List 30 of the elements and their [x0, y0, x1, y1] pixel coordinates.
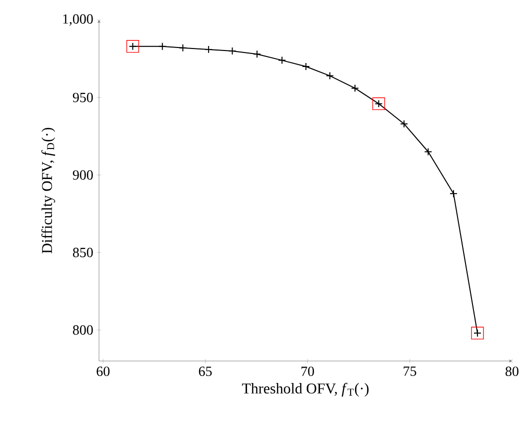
x-tick-label: 65	[198, 366, 212, 376]
point	[128, 42, 137, 50]
x-tick-label: 70	[301, 366, 314, 376]
y-tick-label: 1,000	[63, 14, 93, 26]
x-tick-label: 80	[506, 366, 518, 376]
point	[158, 42, 166, 50]
point	[374, 100, 383, 108]
point	[400, 120, 408, 128]
point	[473, 329, 482, 338]
y-tick-label: 950	[72, 92, 93, 102]
point	[450, 190, 458, 198]
point	[372, 97, 386, 110]
y-tick-label: 900	[72, 170, 93, 180]
y-tick-label: 850	[72, 248, 93, 258]
point	[424, 148, 432, 156]
x-axis-title: Threshold OFV, f$_{T}$(·)	[242, 382, 369, 397]
point	[178, 44, 187, 52]
point	[302, 62, 310, 70]
point	[278, 56, 286, 64]
x-tick-label: 75	[404, 366, 416, 376]
point	[471, 326, 484, 340]
x-tick-label: 60	[96, 366, 110, 376]
point	[228, 47, 236, 55]
point	[253, 50, 262, 58]
point	[204, 45, 213, 54]
point	[326, 72, 334, 80]
y-tick-label: 800	[72, 325, 93, 335]
point	[350, 84, 359, 92]
y-axis-title: Difficulty OFV, f$_{D}$(·)	[41, 128, 56, 254]
point	[126, 40, 140, 53]
